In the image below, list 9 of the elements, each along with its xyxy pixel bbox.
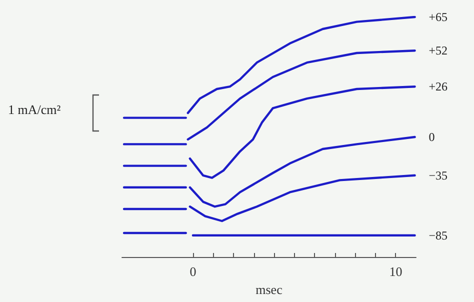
x-tick-label: 10 (389, 264, 402, 279)
text: 1 mA/cm² (8, 102, 61, 118)
series-label: −35 (428, 168, 448, 182)
series-label: 0 (428, 130, 435, 144)
series-label: −85 (428, 228, 448, 242)
series-label: +26 (428, 80, 448, 94)
x-axis-title: msec (256, 282, 283, 297)
series-label: +52 (428, 44, 448, 58)
series-label: +65 (428, 10, 448, 24)
